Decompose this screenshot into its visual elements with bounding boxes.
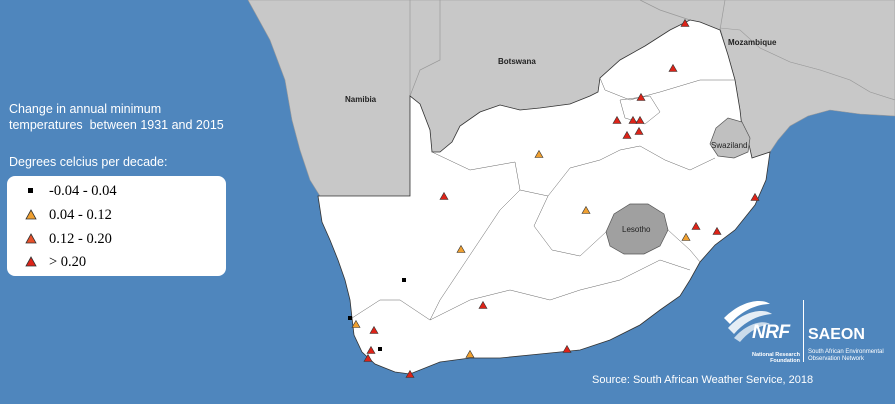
nrf-sub-line-1: National Research	[752, 352, 800, 358]
station-marker	[612, 115, 622, 124]
station-marker	[378, 347, 382, 351]
legend-item: 0.04 - 0.12	[25, 205, 112, 225]
legend-item: > 0.20	[25, 252, 86, 272]
station-marker	[622, 130, 632, 139]
nrf-sub-line-2: Foundation	[770, 358, 800, 364]
triangle-marker-icon	[25, 256, 37, 267]
station-marker	[636, 92, 646, 101]
nrf-swoosh-icon	[724, 300, 772, 342]
station-marker	[712, 226, 722, 235]
station-marker	[668, 63, 678, 72]
lesotho-label: Lesotho	[622, 225, 651, 234]
station-marker	[369, 325, 379, 334]
station-marker	[681, 232, 691, 241]
saeon-sub-line-1: South African Environmental	[808, 349, 884, 355]
nrf-logo-subtitle: National Research Foundation	[744, 352, 800, 364]
station-marker	[634, 126, 644, 135]
station-marker	[750, 192, 760, 201]
station-marker	[402, 278, 406, 282]
station-marker	[635, 115, 645, 124]
source-credit: Source: South African Weather Service, 2…	[592, 374, 814, 386]
station-marker	[628, 115, 638, 124]
station-marker	[456, 244, 466, 253]
neighbour-borders	[409, 0, 726, 97]
legend-item: 0.12 - 0.20	[25, 229, 112, 249]
mozambique-label: Mozambique	[728, 38, 777, 47]
station-marker	[348, 316, 352, 320]
namibia-label: Namibia	[345, 95, 377, 104]
station-marker	[405, 369, 415, 378]
station-marker	[478, 300, 488, 309]
logo-divider	[803, 300, 804, 362]
legend-label: -0.04 - 0.04	[49, 182, 117, 199]
legend-heading: Degrees celcius per decade:	[9, 155, 168, 169]
nrf-logo-text: NRF	[752, 322, 790, 343]
swaziland-land	[709, 117, 751, 159]
station-markers	[348, 18, 760, 378]
botswana-label: Botswana	[498, 57, 536, 66]
legend: -0.04 - 0.04 0.04 - 0.12 0.12 - 0.20 > 0…	[7, 176, 226, 276]
swaziland-label: Swaziland	[711, 141, 747, 150]
triangle-marker-icon	[25, 209, 37, 220]
triangle-marker-icon	[25, 233, 37, 244]
station-marker	[562, 344, 572, 353]
station-marker	[351, 319, 361, 328]
legend-item: -0.04 - 0.04	[25, 181, 117, 201]
square-marker-icon	[28, 188, 33, 193]
station-marker	[366, 345, 376, 354]
station-marker	[680, 18, 690, 27]
legend-label: 0.04 - 0.12	[49, 206, 112, 223]
province-borders	[351, 77, 735, 321]
saeon-logo-text: SAEON	[808, 326, 865, 343]
legend-label: > 0.20	[49, 253, 87, 270]
station-marker	[581, 205, 591, 214]
station-marker	[363, 353, 373, 362]
station-marker	[465, 349, 475, 358]
saeon-sub-line-2: Observation Network	[808, 356, 865, 362]
saeon-logo-subtitle: South African Environmental Observation …	[808, 349, 894, 363]
station-marker	[534, 149, 544, 158]
station-marker	[691, 221, 701, 230]
station-marker	[439, 191, 449, 200]
map-title-line-1: Change in annual minimum	[9, 102, 162, 116]
south-africa-land	[317, 19, 771, 375]
legend-label: 0.12 - 0.20	[49, 230, 112, 247]
map-title-line-2: temperatures between 1931 and 2015	[9, 118, 224, 132]
